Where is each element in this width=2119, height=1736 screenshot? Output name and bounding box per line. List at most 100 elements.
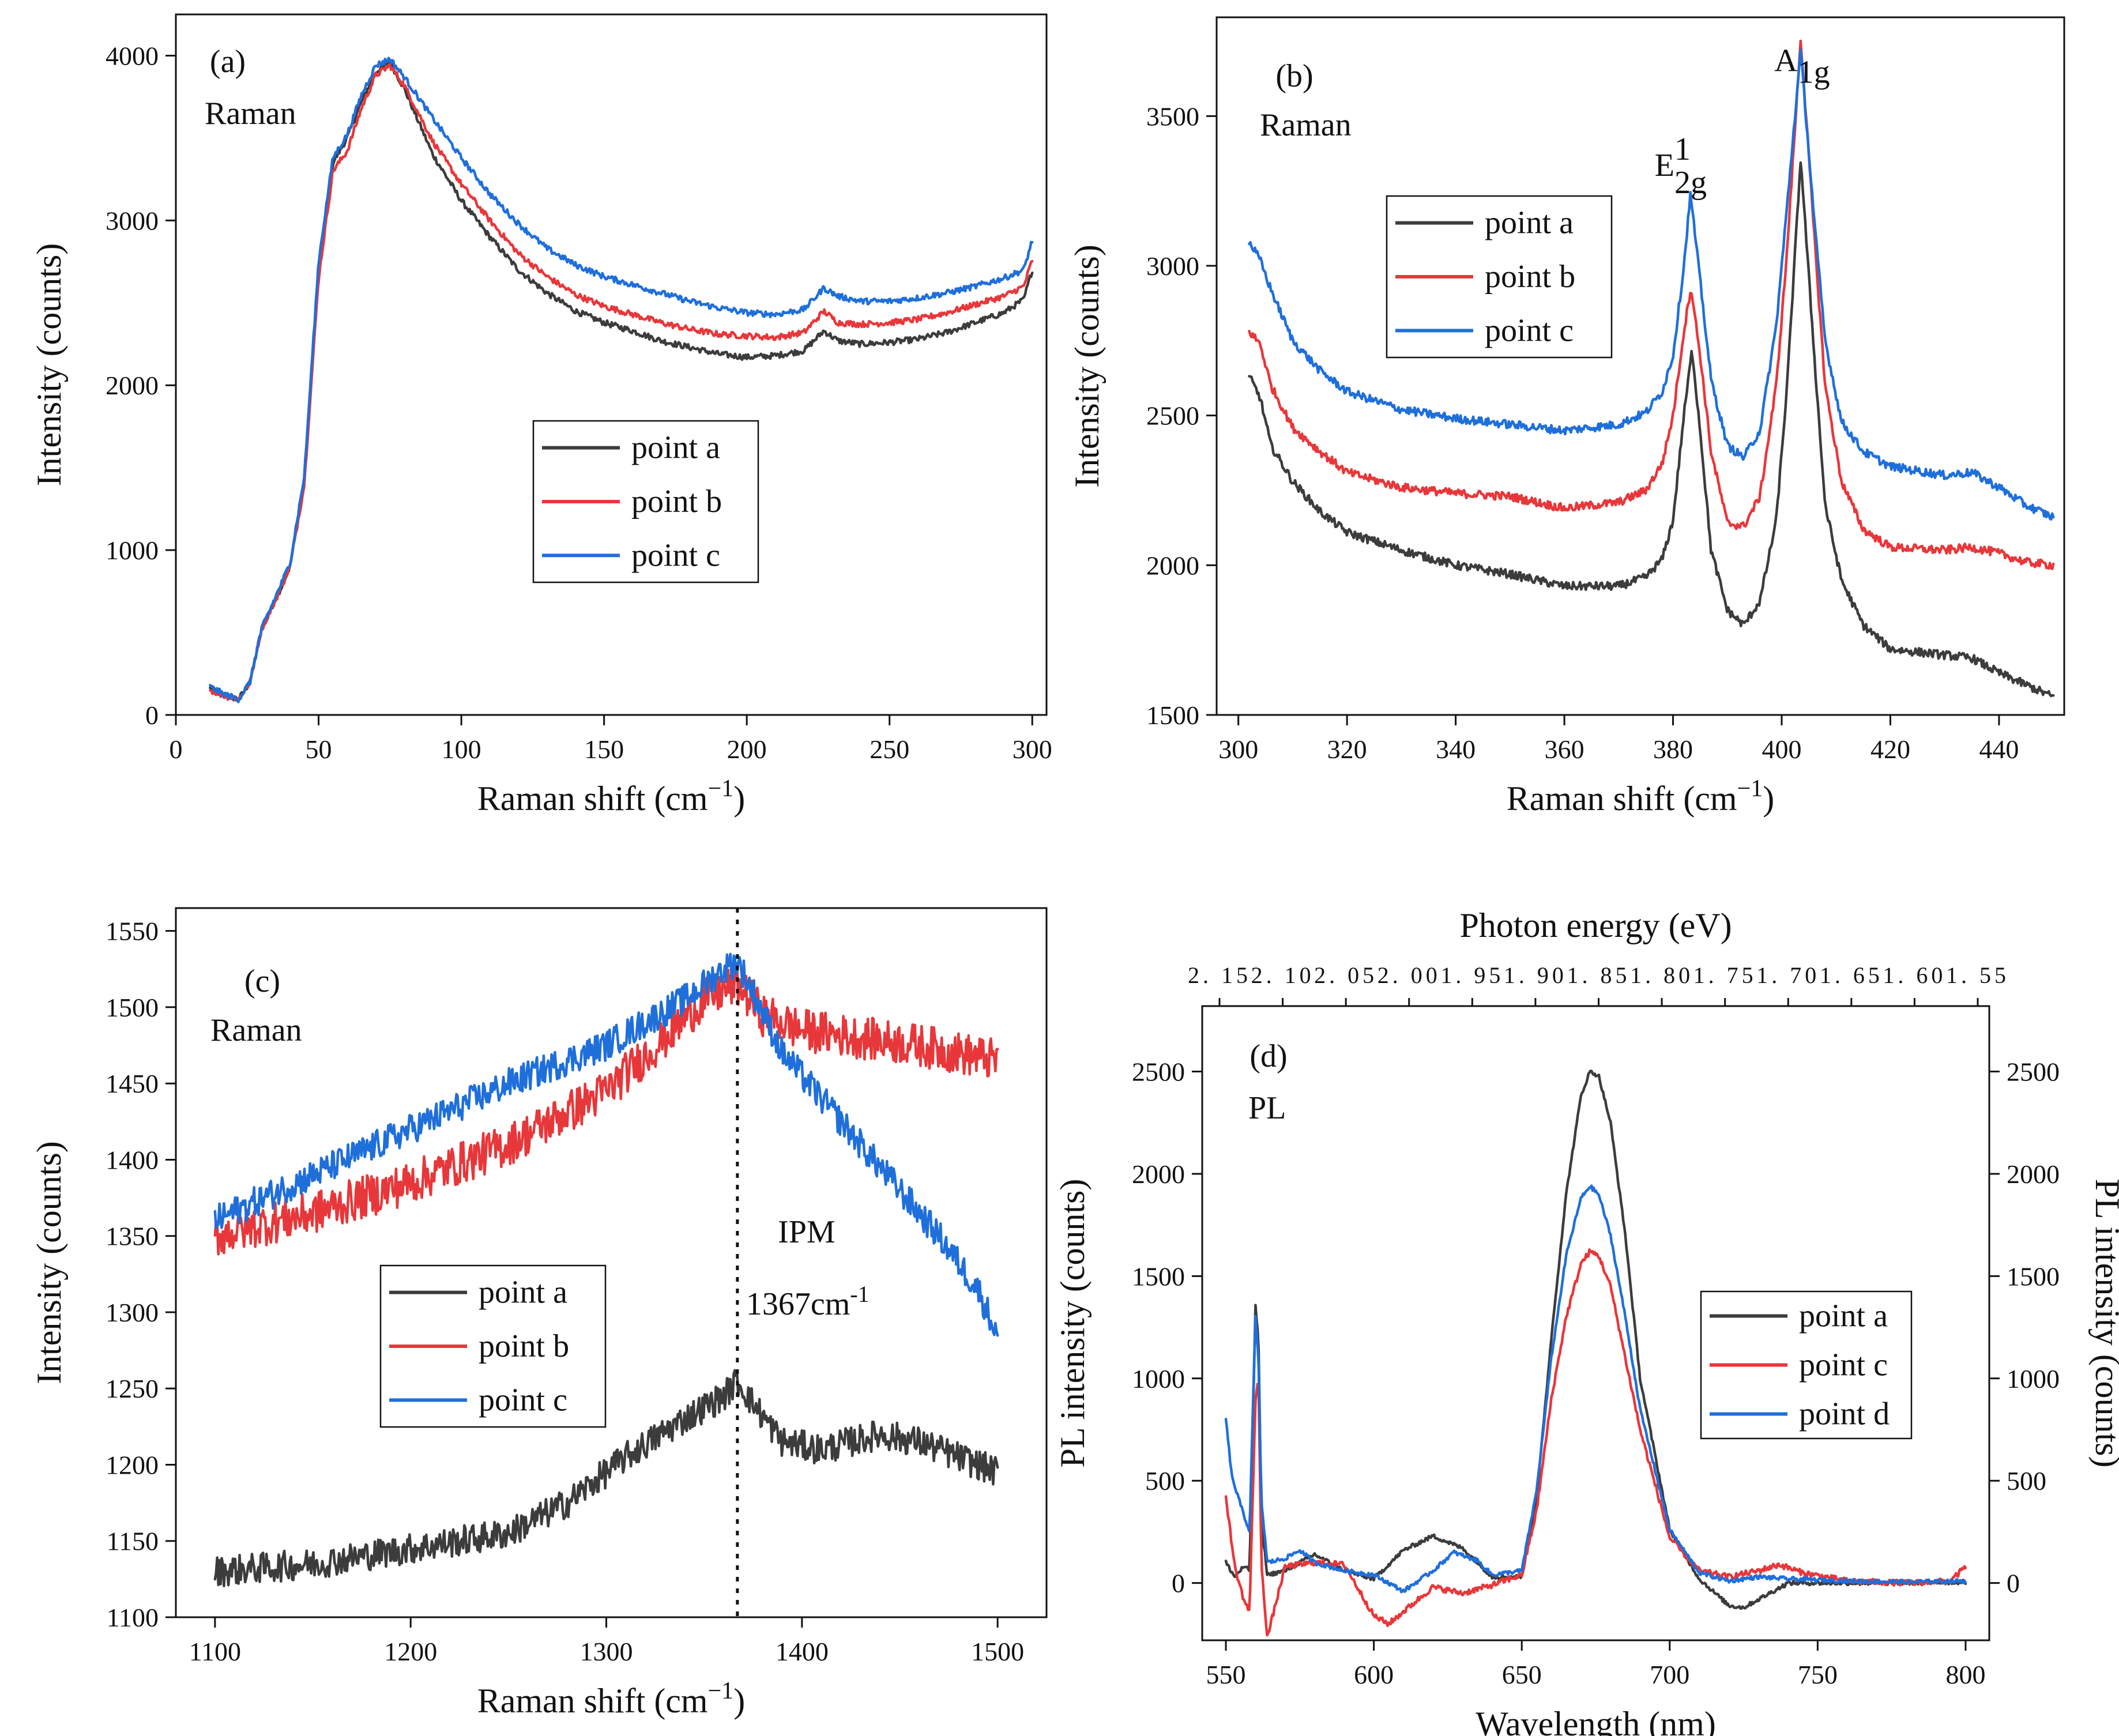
y-axis-title: PL intensity (counts) [1053, 1178, 1092, 1467]
panel-annotation: Raman [205, 96, 296, 131]
series-group [209, 57, 1034, 703]
legend-label: point d [1799, 1396, 1890, 1432]
x-tick-label: 250 [870, 735, 909, 764]
y-right-tick-label: 0 [2007, 1569, 2020, 1598]
y-right-tick-label: 2000 [2007, 1159, 2060, 1189]
y-tick-label: 1500 [106, 993, 159, 1022]
x-tick-label: 100 [442, 735, 481, 764]
y-tick-label: 3000 [106, 206, 159, 235]
x-tick-label: 1100 [189, 1637, 241, 1666]
top-x-tick-label: 1. 75 [1693, 962, 1757, 988]
series-line-point-a [1248, 161, 2055, 698]
plot-frame [1215, 16, 2065, 716]
top-x-tick-label: 1. 80 [1630, 962, 1693, 988]
x-axis-title-sup: −1 [1737, 775, 1763, 802]
top-x-tick-label: 2. 00 [1377, 962, 1441, 988]
top-axis-title: Photon energy (eV) [1459, 906, 1732, 944]
x-tick-label: 600 [1354, 1660, 1394, 1689]
y-tick-label: 2000 [1132, 1159, 1185, 1189]
y-tick-label: 2500 [1132, 1057, 1185, 1087]
legend-label: point b [1485, 259, 1575, 295]
y-tick-label: 1000 [1132, 1364, 1185, 1394]
series-line-point-b [209, 63, 1034, 702]
series-group [213, 952, 999, 1587]
x-tick-label: 550 [1206, 1660, 1246, 1689]
panel-b: E1 2g A1g 300 320 340 360 380 400 420 440 1500 2000 2… [1068, 16, 2065, 818]
x-axis-title-tail: ) [733, 779, 745, 818]
series-line-point-b [1248, 39, 2055, 570]
top-x-tick-label: 1. 55 [1946, 962, 2009, 988]
x-axis-title: Raman shift (cm−1) [477, 1678, 746, 1720]
y-tick-label: 1500 [1146, 701, 1199, 730]
x-tick-label: 340 [1436, 735, 1476, 764]
series-line-point-a [213, 1369, 999, 1587]
series-group [1224, 1070, 1967, 1637]
peak-label-sub: 2g [1674, 165, 1707, 201]
top-x-tick-label: 1. 60 [1883, 962, 1946, 988]
y-tick-label: 1350 [106, 1222, 159, 1251]
x-tick-label: 440 [1979, 735, 2019, 764]
series-line-point-c [213, 952, 999, 1337]
top-x-tick-label: 1. 70 [1756, 962, 1820, 988]
top-x-tick-label: 2. 05 [1314, 962, 1377, 988]
x-tick-label: 1300 [580, 1637, 633, 1666]
top-x-tick-label: 1. 65 [1820, 962, 1883, 988]
y-tick-label: 3000 [1146, 251, 1199, 281]
x-tick-label: 400 [1762, 735, 1802, 764]
panel-annotation: Raman [210, 1012, 302, 1048]
x-tick-label: 300 [1013, 735, 1052, 764]
y-tick-label: 1150 [107, 1527, 159, 1556]
x-axis-title-tail: ) [733, 1682, 745, 1720]
x-tick-label: 320 [1327, 735, 1367, 764]
y-axis-title: Intensity (counts) [1068, 244, 1106, 488]
top-x-tick-label: 2. 10 [1251, 962, 1315, 988]
x-tick-label: 380 [1653, 735, 1693, 764]
series-group [1248, 39, 2055, 698]
panel-annotation: PL [1248, 1090, 1286, 1126]
top-x-tick-label: 2. 15 [1188, 962, 1251, 988]
y-tick-label: 1100 [107, 1603, 159, 1632]
y-tick-label: 3500 [1146, 101, 1199, 131]
top-x-tick-label: 1. 85 [1567, 962, 1631, 988]
x-axis-title-sup: −1 [708, 775, 734, 802]
legend-label: point a [1485, 205, 1574, 241]
y-tick-label: 1250 [106, 1374, 159, 1403]
plot-frame [175, 13, 1048, 716]
y-right-tick-label: 1500 [2007, 1261, 2060, 1291]
panel-label: (c) [244, 963, 280, 999]
y-tick-label: 4000 [106, 41, 159, 70]
peak-label-sub: 1g [1798, 54, 1830, 90]
y-axis-title-right: PL intensity (counts) [2088, 1178, 2119, 1467]
y-tick-label: 0 [145, 701, 159, 730]
x-tick-label: 50 [306, 735, 332, 764]
x-tick-label: 420 [1870, 735, 1910, 764]
legend-label: point b [631, 484, 722, 519]
y-tick-label: 2500 [1146, 401, 1199, 431]
legend-label: point c [631, 537, 720, 573]
peak-label-1: A1g [1774, 43, 1830, 90]
legend-label: point a [1799, 1298, 1888, 1334]
y-axis-title: Intensity (counts) [30, 243, 68, 487]
x-tick-label: 650 [1502, 1660, 1542, 1689]
top-x-tick-label: 1. 95 [1440, 962, 1504, 988]
y-axis-title: Intensity (counts) [30, 1141, 68, 1384]
peak-label-sup: 1 [1674, 131, 1691, 167]
peak-label-sup: -1 [850, 1281, 869, 1307]
y-tick-label: 1450 [106, 1069, 159, 1098]
panel-annotation: Raman [1260, 107, 1352, 143]
x-axis-title: Raman shift (cm−1) [1507, 775, 1775, 818]
y-tick-label: 2000 [106, 371, 159, 400]
x-tick-label: 1400 [776, 1637, 829, 1666]
panel-c: IPM 1367cm-1 1100 1200 1300 1400 1500 1100 1150 1… [30, 907, 1048, 1720]
x-axis-title-sup: −1 [708, 1678, 734, 1704]
x-tick-label: 300 [1218, 735, 1258, 764]
x-tick-label: 0 [170, 735, 183, 764]
y-tick-label: 1500 [1132, 1261, 1185, 1291]
panel-a: 0 50 100 150 200 250 30001000200030004000Raman… [30, 13, 1052, 818]
peak-label-wavenumber: 1367cm-1 [746, 1281, 870, 1322]
y-tick-label: 2000 [1146, 551, 1199, 580]
x-tick-label: 700 [1650, 1660, 1689, 1689]
x-tick-label: 750 [1798, 1660, 1838, 1689]
legend-label: point c [479, 1382, 567, 1418]
panel-label: (d) [1249, 1038, 1287, 1074]
